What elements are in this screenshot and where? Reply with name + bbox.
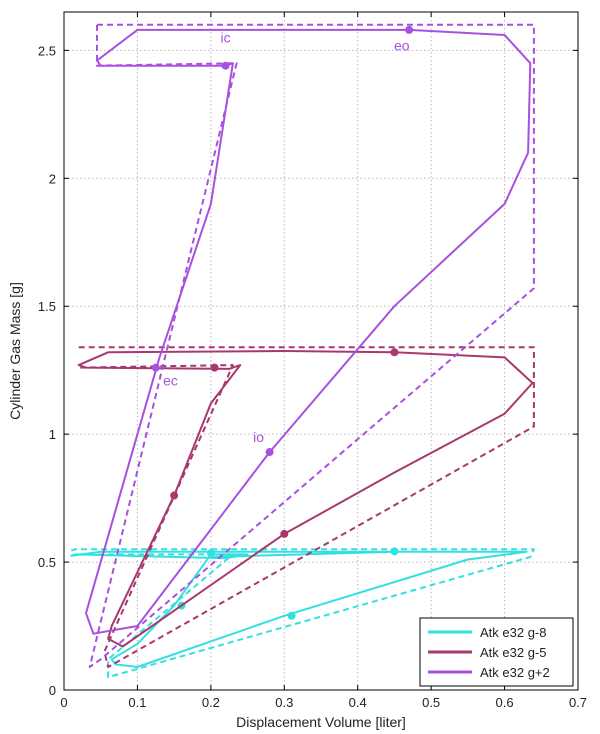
x-axis-label: Displacement Volume [liter]	[236, 714, 406, 730]
legend-label: Atk e32 g+2	[480, 665, 550, 680]
x-tick-label: 0.4	[349, 695, 367, 710]
plot-frame	[63, 11, 579, 691]
series-marker	[405, 25, 414, 34]
series-solid-line	[70, 550, 528, 668]
y-tick-label: 0	[49, 683, 56, 698]
series-dashed-line	[70, 548, 535, 679]
series-marker	[151, 363, 160, 372]
y-tick-label: 1	[49, 427, 56, 442]
annotations: ic eo ec io	[163, 30, 410, 445]
legend-label: Atk e32 g-5	[480, 645, 547, 660]
series-group	[70, 23, 535, 679]
series-marker	[210, 363, 219, 372]
axis-ticks: 0 0.1 0.2 0.3 0.4 0.5 0.6 0.7 0 0.5 1 1.5 2 2.5	[38, 12, 587, 710]
x-tick-label: 0.6	[496, 695, 514, 710]
x-tick-label: 0.3	[275, 695, 293, 710]
series-marker	[206, 549, 215, 558]
y-tick-label: 0.5	[38, 555, 56, 570]
annotation-label: ec	[163, 373, 178, 389]
series-marker	[390, 547, 399, 556]
y-tick-label: 2.5	[38, 43, 56, 58]
x-tick-label: 0	[60, 695, 67, 710]
series-solid-line	[77, 350, 534, 648]
x-tick-label: 0.2	[202, 695, 220, 710]
legend-label: Atk e32 g-8	[480, 625, 547, 640]
annotation-label: ic	[220, 30, 230, 46]
series-marker	[170, 491, 179, 500]
series-marker	[265, 448, 274, 457]
legend: Atk e32 g-8 Atk e32 g-5 Atk e32 g+2	[419, 617, 574, 687]
y-axis-label: Cylinder Gas Mass [g]	[7, 282, 23, 420]
x-tick-label: 0.7	[569, 695, 587, 710]
y-tick-label: 1.5	[38, 299, 56, 314]
y-tick-label: 2	[49, 171, 56, 186]
series-solid-line	[85, 28, 532, 635]
series-marker	[390, 348, 399, 357]
series-marker	[280, 529, 289, 538]
annotation-label: eo	[394, 37, 410, 53]
series-dashed-line	[78, 346, 535, 668]
x-tick-label: 0.5	[422, 695, 440, 710]
series-marker	[287, 611, 296, 620]
series-marker	[221, 61, 230, 70]
annotation-label: io	[253, 429, 264, 445]
x-tick-label: 0.1	[128, 695, 146, 710]
grid	[64, 12, 578, 690]
